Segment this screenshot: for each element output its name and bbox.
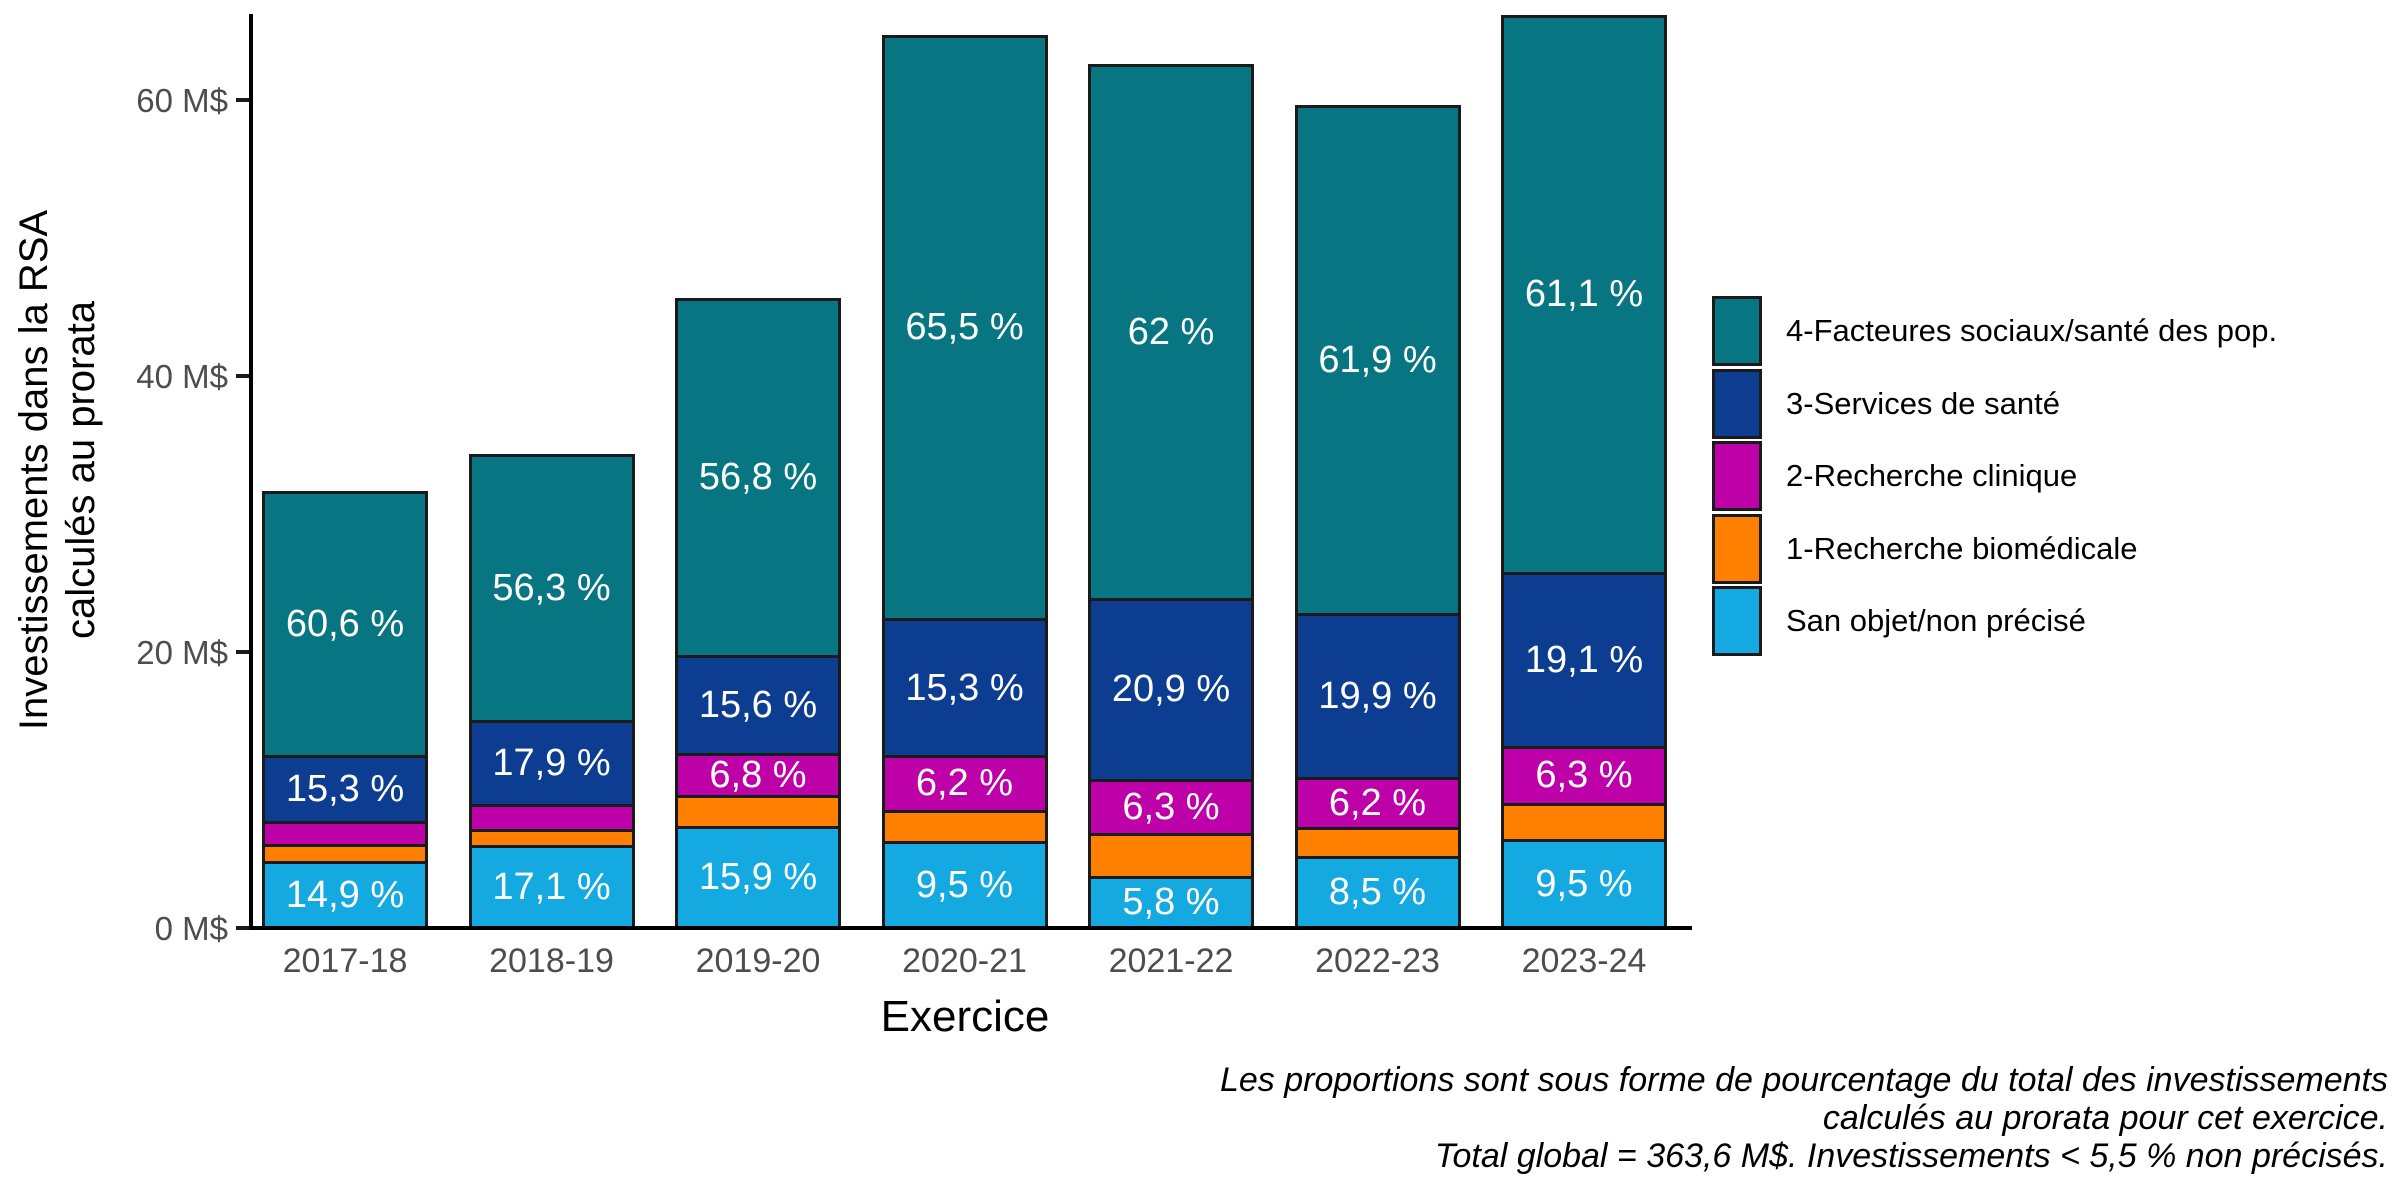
legend-swatch bbox=[1712, 441, 1762, 511]
y-axis-line bbox=[249, 14, 253, 930]
bar-segment-label: 60,6 % bbox=[285, 603, 405, 645]
bar-segment-label: 9,5 % bbox=[1535, 862, 1633, 905]
bar-segment-label: 5,8 % bbox=[1122, 880, 1220, 923]
x-axis-title: Exercice bbox=[880, 992, 1050, 1041]
bar-segment: 17,9 % bbox=[468, 719, 635, 805]
bar-segment: 62 % bbox=[1088, 63, 1254, 599]
bar-segment: 20,9 % bbox=[1088, 598, 1254, 779]
bar-segment: 15,9 % bbox=[675, 826, 841, 926]
bar-segment-label: 19,1 % bbox=[1524, 638, 1644, 681]
bar-segment: 5,8 % bbox=[1088, 875, 1254, 926]
bar-segment: 6,2 % bbox=[881, 754, 1048, 811]
legend-swatch bbox=[1712, 368, 1762, 439]
legend-swatch bbox=[1712, 296, 1762, 366]
bar-segment: 8,5 % bbox=[1294, 856, 1461, 926]
bar-segment: 6,2 % bbox=[1294, 776, 1461, 828]
legend-swatch bbox=[1712, 586, 1762, 656]
bar-segment-label: 56,3 % bbox=[492, 566, 611, 609]
bar-segment-label: 15,6 % bbox=[698, 683, 818, 726]
bar-segment bbox=[262, 844, 428, 862]
bar-segment bbox=[468, 804, 635, 830]
y-axis-title-line2: calculés au prorata bbox=[59, 301, 104, 639]
x-tick-label: 2022-23 bbox=[1315, 942, 1440, 980]
bar-segment: 60,6 % bbox=[262, 491, 428, 755]
x-tick-label: 2018-19 bbox=[489, 942, 614, 980]
bar-segment-label: 61,1 % bbox=[1524, 273, 1644, 316]
legend-label: 4-Facteures sociaux/santé des pop. bbox=[1786, 313, 2278, 348]
bar-segment-label: 15,3 % bbox=[285, 767, 405, 810]
bar-segment: 56,8 % bbox=[675, 298, 841, 655]
bar-segment: 61,9 % bbox=[1294, 104, 1461, 614]
bar-segment-label: 15,9 % bbox=[698, 856, 818, 899]
x-tick-label: 2017-18 bbox=[282, 942, 408, 980]
bar-segment bbox=[1294, 827, 1461, 857]
y-tick-label: 40 M$ bbox=[136, 358, 228, 395]
legend-label: 3-Services de santé bbox=[1786, 385, 2060, 421]
bar-segment: 19,9 % bbox=[1294, 613, 1461, 777]
bar-segment bbox=[881, 810, 1048, 842]
caption-line2: calculés au prorata pour cet exercice. bbox=[1822, 1099, 2388, 1137]
x-axis-line bbox=[249, 926, 1692, 930]
bar-segment-label: 6,2 % bbox=[1328, 782, 1427, 824]
y-tick bbox=[236, 926, 249, 930]
bar-segment: 14,9 % bbox=[262, 861, 428, 926]
caption-line1: Les proportions sont sous forme de pourc… bbox=[1219, 1061, 2388, 1099]
bar-segment: 6,8 % bbox=[675, 752, 841, 797]
bar-segment-label: 61,9 % bbox=[1318, 339, 1437, 382]
bar-segment: 17,1 % bbox=[468, 845, 635, 926]
bar-segment bbox=[468, 829, 635, 846]
bar-segment: 19,1 % bbox=[1501, 571, 1667, 746]
y-tick bbox=[236, 98, 249, 102]
bar-segment: 9,5 % bbox=[881, 841, 1048, 926]
bar-segment: 6,3 % bbox=[1088, 778, 1254, 833]
bar-segment: 6,3 % bbox=[1501, 745, 1667, 804]
bar-segment-label: 17,9 % bbox=[492, 741, 611, 784]
y-tick-label: 60 M$ bbox=[136, 82, 228, 119]
bar-segment-label: 6,3 % bbox=[1122, 785, 1220, 828]
bar-segment: 61,1 % bbox=[1501, 15, 1667, 572]
bar-segment-label: 6,2 % bbox=[915, 762, 1014, 805]
x-tick-label: 2020-21 bbox=[902, 942, 1027, 980]
legend-label: San objet/non précisé bbox=[1786, 603, 2086, 638]
bar-segment-label: 19,9 % bbox=[1318, 674, 1437, 717]
x-tick-label: 2019-20 bbox=[695, 942, 821, 980]
bar-segment-label: 8,5 % bbox=[1328, 871, 1427, 914]
bar-segment bbox=[675, 795, 841, 827]
legend-label: 2-Recherche clinique bbox=[1786, 458, 2078, 493]
bar-segment: 15,3 % bbox=[881, 618, 1048, 755]
bar-segment-label: 9,5 % bbox=[915, 863, 1014, 906]
y-tick-label: 20 M$ bbox=[136, 634, 228, 671]
caption: Les proportions sont sous forme de pourc… bbox=[1220, 1061, 2388, 1175]
bar-segment: 15,6 % bbox=[675, 654, 841, 753]
y-tick bbox=[236, 374, 249, 378]
bar-segment-label: 6,3 % bbox=[1535, 754, 1633, 797]
legend-label: 1-Recherche biomédicale bbox=[1786, 530, 2138, 566]
bar-segment-label: 20,9 % bbox=[1111, 668, 1231, 711]
bar-segment-label: 62 % bbox=[1127, 310, 1215, 353]
x-tick-label: 2021-22 bbox=[1108, 942, 1234, 980]
bar-segment: 65,5 % bbox=[881, 34, 1048, 619]
y-axis-title-line1: Investissements dans la RSA bbox=[12, 209, 56, 731]
y-tick-label: 0 M$ bbox=[154, 910, 228, 947]
caption-line3: Total global = 363,6 M$. Investissements… bbox=[1434, 1137, 2388, 1175]
bar-segment-label: 14,9 % bbox=[285, 873, 405, 916]
bar-segment-label: 17,1 % bbox=[492, 865, 611, 908]
bar-segment bbox=[1501, 803, 1667, 840]
bar-segment: 15,3 % bbox=[262, 754, 428, 822]
x-tick-label: 2023-24 bbox=[1521, 942, 1647, 980]
y-tick bbox=[236, 650, 249, 654]
bar-segment: 9,5 % bbox=[1501, 839, 1667, 926]
bar-segment-label: 56,8 % bbox=[698, 456, 818, 499]
bar-segment-label: 65,5 % bbox=[905, 306, 1024, 349]
bar-segment-label: 15,3 % bbox=[905, 666, 1024, 709]
y-axis-title: Investissements dans la RSA calculés au … bbox=[11, 12, 115, 928]
bar-segment-label: 6,8 % bbox=[709, 754, 807, 797]
bar-segment: 56,3 % bbox=[468, 454, 635, 720]
legend-swatch bbox=[1712, 513, 1762, 584]
bar-segment bbox=[262, 821, 428, 845]
bar-segment bbox=[1088, 832, 1254, 876]
